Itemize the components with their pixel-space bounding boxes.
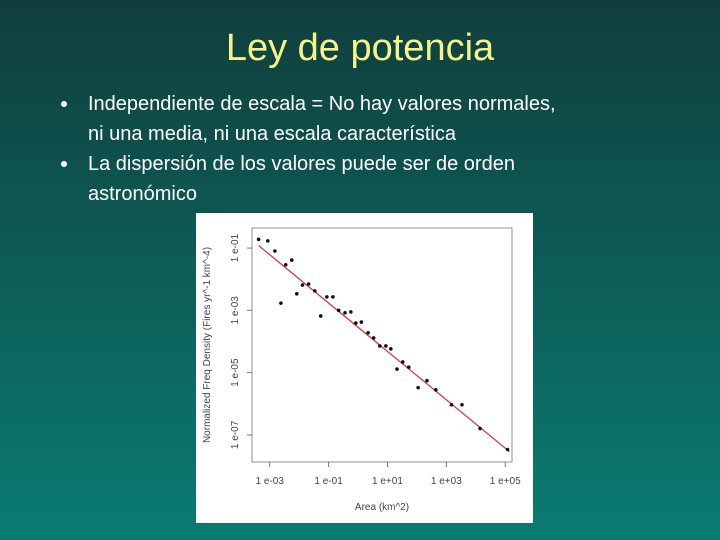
point — [279, 301, 283, 305]
point — [478, 426, 482, 431]
point — [273, 249, 277, 253]
point — [283, 262, 288, 267]
bullet-dot — [61, 161, 67, 167]
y-axis-label: Normalized Freq Density (Fires yr^-1 km^… — [202, 247, 213, 443]
x-tick-label: 1 e+03 — [431, 476, 462, 487]
point — [306, 282, 311, 286]
point — [343, 311, 347, 315]
point — [389, 347, 393, 351]
point — [294, 291, 299, 296]
fit-line — [258, 245, 510, 453]
point — [371, 336, 376, 340]
x-tick-label: 1 e+01 — [372, 476, 403, 487]
point — [416, 385, 420, 390]
point — [449, 402, 454, 407]
point — [395, 367, 399, 371]
point — [265, 239, 270, 243]
point — [505, 447, 510, 452]
point — [354, 321, 358, 325]
x-tick-label: 1 e+05 — [490, 476, 521, 487]
bullet-dot — [61, 101, 67, 107]
plot-frame — [251, 227, 513, 463]
point — [400, 360, 405, 364]
point — [256, 237, 261, 242]
point — [349, 310, 353, 314]
point — [313, 289, 317, 293]
bullet-text: astronómico — [88, 183, 197, 205]
point — [325, 295, 329, 299]
y-tick-label: 1 e-03 — [230, 296, 241, 325]
point — [406, 365, 411, 369]
point — [289, 258, 294, 262]
point — [460, 402, 464, 407]
point — [425, 378, 429, 383]
point — [300, 283, 305, 287]
point — [434, 388, 438, 392]
point — [366, 330, 370, 335]
x-axis-label: Area (km^2) — [355, 502, 409, 513]
x-tick-label: 1 e-03 — [256, 476, 285, 487]
y-tick-label: 1 e-07 — [230, 420, 241, 449]
point — [336, 308, 341, 313]
slide-title: Ley de potencia — [226, 27, 495, 69]
point — [331, 295, 335, 299]
point — [378, 344, 382, 348]
bullet-text: Independiente de escala = No hay valores… — [88, 93, 556, 115]
y-tick-label: 1 e-05 — [230, 358, 241, 387]
point — [384, 344, 388, 348]
bullet-list: Independiente de escala = No hay valores… — [61, 93, 556, 205]
chart: 1 e-03 1 e-01 1 e+01 1 e+03 1 e+05 1 e-07 1 e-… — [202, 227, 521, 513]
chart-image — [196, 213, 533, 523]
y-tick-label: 1 e-01 — [230, 233, 241, 262]
bullet-text: ni una media, ni una escala característi… — [88, 123, 457, 145]
point — [318, 314, 323, 318]
point — [359, 320, 364, 324]
bullet-text: La dispersión de los valores puede ser d… — [88, 153, 515, 175]
x-tick-label: 1 e-01 — [314, 476, 343, 487]
